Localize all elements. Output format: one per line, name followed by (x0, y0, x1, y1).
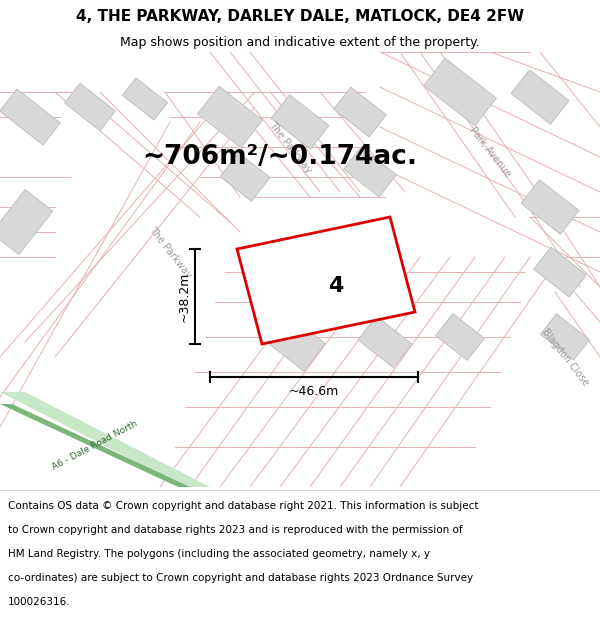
Polygon shape (344, 147, 397, 197)
Polygon shape (0, 404, 190, 487)
Text: Park Avenue: Park Avenue (467, 125, 512, 179)
Polygon shape (334, 87, 386, 137)
Text: 4, THE PARKWAY, DARLEY DALE, MATLOCK, DE4 2FW: 4, THE PARKWAY, DARLEY DALE, MATLOCK, DE… (76, 9, 524, 24)
Polygon shape (0, 89, 60, 145)
Polygon shape (511, 70, 569, 124)
Text: ~706m²/~0.174ac.: ~706m²/~0.174ac. (143, 144, 418, 170)
Text: Map shows position and indicative extent of the property.: Map shows position and indicative extent… (120, 36, 480, 49)
Text: to Crown copyright and database rights 2023 and is reproduced with the permissio: to Crown copyright and database rights 2… (8, 525, 463, 535)
Polygon shape (521, 180, 579, 234)
Polygon shape (358, 316, 412, 368)
Text: co-ordinates) are subject to Crown copyright and database rights 2023 Ordnance S: co-ordinates) are subject to Crown copyr… (8, 573, 473, 583)
Text: Blagdon Close: Blagdon Close (539, 326, 590, 388)
Polygon shape (424, 58, 496, 126)
Polygon shape (0, 189, 53, 254)
Text: 4: 4 (328, 276, 344, 296)
Text: A6 - Dale Road North: A6 - Dale Road North (51, 419, 139, 471)
Text: The Parkway: The Parkway (147, 224, 193, 279)
Polygon shape (197, 86, 262, 148)
Text: 100026316.: 100026316. (8, 598, 70, 608)
Polygon shape (265, 313, 325, 371)
Polygon shape (220, 153, 270, 201)
Polygon shape (237, 217, 415, 344)
Text: Contains OS data © Crown copyright and database right 2021. This information is : Contains OS data © Crown copyright and d… (8, 501, 478, 511)
Polygon shape (0, 392, 210, 487)
Polygon shape (541, 314, 590, 360)
Text: The Parkway: The Parkway (267, 119, 313, 174)
Polygon shape (271, 95, 329, 149)
Polygon shape (436, 314, 484, 361)
Text: ~46.6m: ~46.6m (289, 385, 339, 398)
Text: HM Land Registry. The polygons (including the associated geometry, namely x, y: HM Land Registry. The polygons (includin… (8, 549, 430, 559)
Polygon shape (65, 83, 115, 131)
Polygon shape (122, 78, 167, 120)
Text: ~38.2m: ~38.2m (178, 271, 191, 322)
Polygon shape (533, 247, 586, 297)
